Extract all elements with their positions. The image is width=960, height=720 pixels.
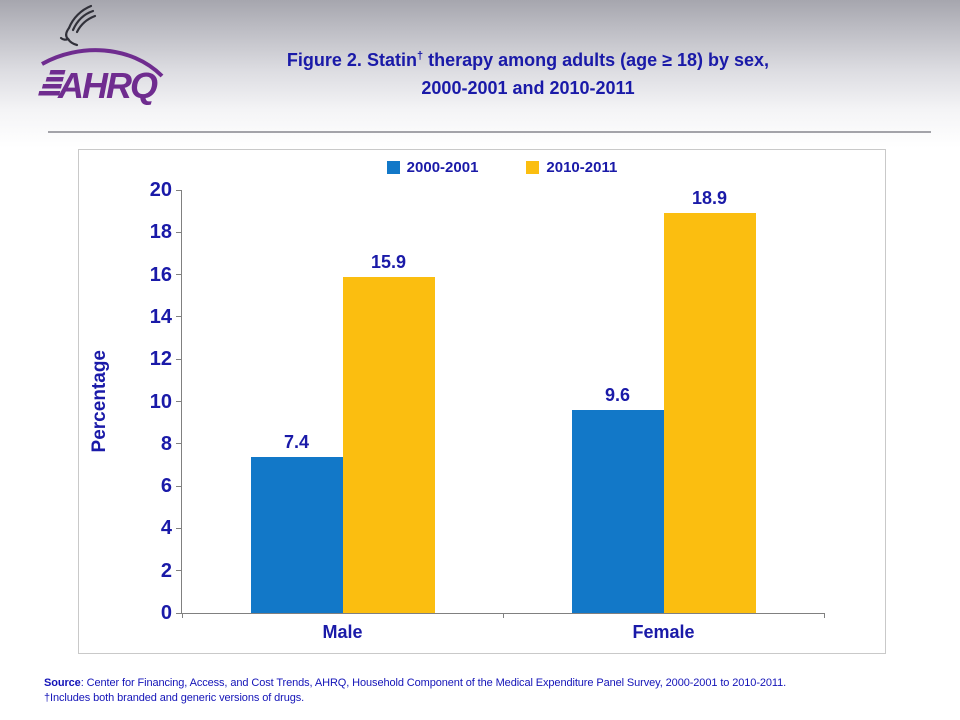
y-tick-label: 10 — [149, 390, 172, 413]
x-category-label-male: Male — [322, 622, 363, 642]
figure-title: Figure 2. Statin† therapy among adults (… — [170, 46, 886, 102]
bar-female-2010-2011: 18.9 — [663, 188, 756, 613]
source-label: Source — [44, 677, 81, 689]
y-tick-label: 8 — [160, 432, 172, 455]
y-tick-mark — [176, 189, 182, 191]
source-note: Source: Center for Financing, Access, an… — [44, 676, 924, 706]
x-tick-mark — [181, 613, 183, 618]
y-tick-mark — [176, 612, 182, 614]
y-tick-label: 12 — [149, 348, 172, 371]
y-axis-title-wrap: Percentage — [89, 190, 111, 613]
figure-title-line1: Figure 2. Statin† therapy among adults (… — [170, 46, 886, 74]
hhs-eagle-icon — [59, 4, 97, 47]
bar-female-2000-2001: 9.6 — [571, 385, 664, 613]
legend-item-2010-2011: 2010-2011 — [526, 159, 617, 176]
y-tick-label: 14 — [149, 305, 172, 328]
ahrq-logo: AHRQ — [38, 48, 164, 106]
legend-swatch-2010-2011 — [526, 161, 540, 174]
bar-male-2010-2011: 15.9 — [342, 252, 435, 613]
y-tick-label: 2 — [160, 559, 172, 582]
header-divider — [48, 131, 931, 133]
legend-swatch-2000-2001 — [386, 161, 400, 174]
y-tick-mark — [176, 231, 182, 233]
y-tick-mark — [176, 485, 182, 487]
bar-value-label: 15.9 — [370, 251, 407, 272]
legend-label-2000-2001: 2000-2001 — [406, 159, 479, 176]
y-tick-label: 18 — [149, 221, 172, 244]
legend-item-2000-2001: 2000-2001 — [386, 159, 479, 176]
y-tick-mark — [176, 443, 182, 445]
y-tick-mark — [176, 316, 182, 318]
title-prefix: Figure 2. Statin — [286, 50, 417, 70]
dagger-superscript: † — [416, 50, 424, 62]
chart-legend: 2000-2001 2010-2011 — [181, 159, 823, 176]
x-tick-mark — [823, 613, 825, 618]
y-tick-label: 16 — [149, 263, 172, 286]
bar-value-label: 9.6 — [604, 384, 631, 405]
source-text: : Center for Financing, Access, and Cost… — [80, 677, 787, 689]
y-tick-label: 20 — [149, 179, 172, 201]
y-tick-label: 4 — [160, 517, 172, 540]
y-tick-mark — [176, 274, 182, 276]
bar-male-2000-2001: 7.4 — [250, 432, 343, 613]
plot-area: 0 2 4 6 8 10 12 14 16 18 20 7.4 15.9 Male 9.6 18.9 Femal… — [150, 180, 825, 642]
title-suffix: therapy among adults (age ≥ 18) by sex, — [423, 50, 770, 70]
y-axis-title: Percentage — [89, 350, 110, 453]
bar-group-female: 9.6 18.9 — [503, 188, 824, 613]
bar-group-male: 7.4 15.9 — [182, 190, 503, 613]
y-tick-mark — [176, 527, 182, 529]
chart-panel: 2000-2001 2010-2011 Percentage 0 2 4 6 8 10 12 1… — [78, 149, 886, 654]
x-category-label-female: Female — [632, 622, 695, 642]
y-tick-mark — [176, 570, 182, 572]
footnote-line: †Includes both branded and generic versi… — [44, 692, 305, 704]
source-line: Source: Center for Financing, Access, an… — [44, 676, 924, 691]
y-tick-label: 6 — [160, 475, 172, 498]
x-tick-mark — [502, 613, 504, 618]
ahrq-logo-text: AHRQ — [57, 65, 158, 106]
y-tick-label: 0 — [160, 602, 172, 624]
y-tick-mark — [176, 358, 182, 360]
legend-label-2010-2011: 2010-2011 — [546, 159, 618, 176]
bar-value-label: 7.4 — [283, 431, 310, 452]
bar-value-label: 18.9 — [691, 188, 728, 209]
y-tick-mark — [176, 401, 182, 402]
figure-title-line2: 2000-2001 and 2010-2011 — [421, 78, 635, 98]
